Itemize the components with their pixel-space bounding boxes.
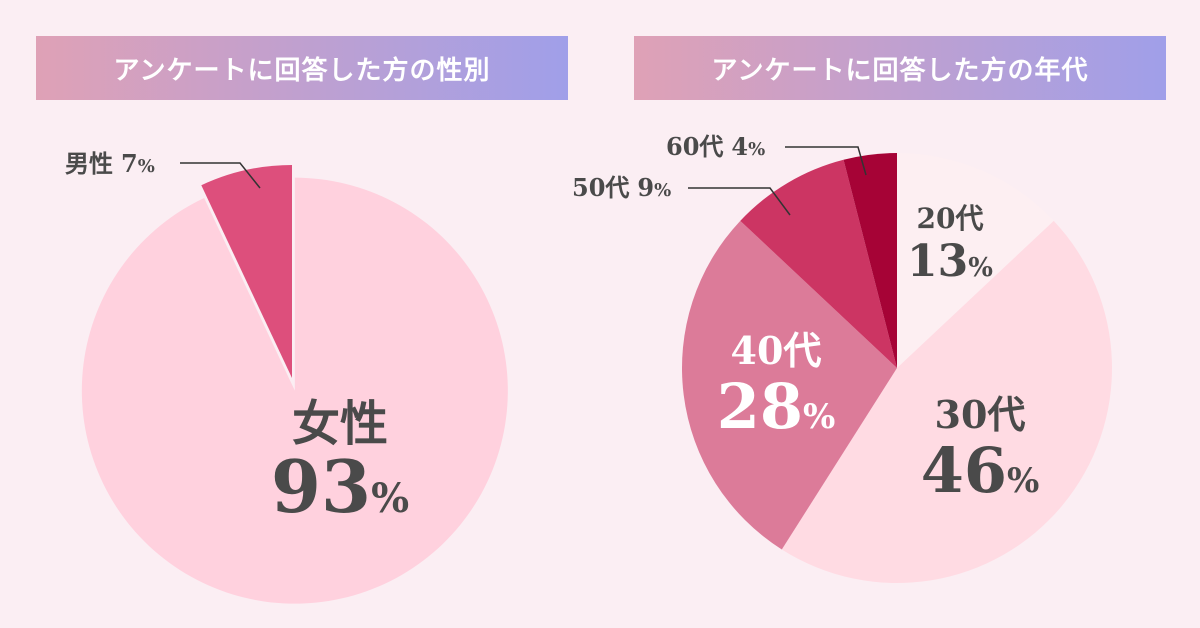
age30-label: 30代 — [935, 392, 1026, 437]
gender-slice-1 — [81, 177, 508, 604]
female-label: 女性 — [292, 396, 388, 452]
age-pie — [682, 153, 1112, 583]
female-value-label: 93% — [271, 444, 409, 529]
age60-leader-line — [785, 146, 867, 176]
age40-label: 40代 — [731, 328, 822, 373]
age-slice-2 — [781, 220, 1112, 583]
age-chart-title: アンケートに回答した方の年代 — [634, 36, 1166, 100]
age-slice-3 — [682, 220, 897, 550]
age-slice-5 — [843, 153, 897, 368]
age-slice-4 — [740, 159, 897, 368]
gender-chart-title: アンケートに回答した方の性別 — [36, 36, 568, 100]
gender-pie — [81, 165, 508, 604]
male-leader-line — [180, 162, 261, 189]
age50-label: 50代 9% — [572, 173, 671, 202]
age40-value-label: 28% — [717, 370, 836, 443]
age-slice-1 — [897, 153, 1054, 368]
age20-value-label: 13% — [907, 236, 993, 287]
age30-value-label: 46% — [921, 434, 1040, 507]
male-label: 男性 7% — [65, 149, 155, 178]
age20-label: 20代 — [917, 202, 984, 235]
gender-slice-2 — [201, 165, 292, 378]
age60-label: 60代 4% — [666, 132, 765, 161]
age50-leader-line — [688, 187, 791, 216]
